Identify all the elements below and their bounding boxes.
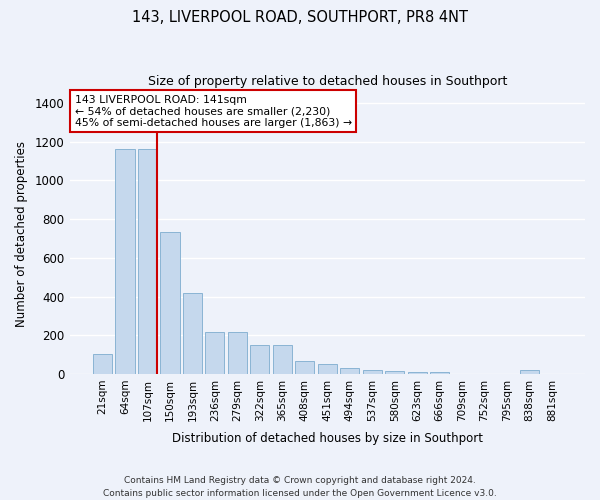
Bar [93, 354, 112, 374]
Bar [138, 150, 157, 374]
Bar [385, 371, 404, 374]
Bar [340, 368, 359, 374]
Bar [318, 364, 337, 374]
Bar [407, 372, 427, 374]
Title: Size of property relative to detached houses in Southport: Size of property relative to detached ho… [148, 75, 507, 88]
Bar [205, 332, 224, 374]
Bar [160, 232, 179, 374]
Text: 143 LIVERPOOL ROAD: 141sqm
← 54% of detached houses are smaller (2,230)
45% of s: 143 LIVERPOOL ROAD: 141sqm ← 54% of deta… [75, 94, 352, 128]
Bar [295, 360, 314, 374]
Bar [430, 372, 449, 374]
Bar [183, 292, 202, 374]
Text: Contains HM Land Registry data © Crown copyright and database right 2024.
Contai: Contains HM Land Registry data © Crown c… [103, 476, 497, 498]
Bar [362, 370, 382, 374]
Bar [115, 150, 134, 374]
Text: 143, LIVERPOOL ROAD, SOUTHPORT, PR8 4NT: 143, LIVERPOOL ROAD, SOUTHPORT, PR8 4NT [132, 10, 468, 25]
X-axis label: Distribution of detached houses by size in Southport: Distribution of detached houses by size … [172, 432, 483, 445]
Y-axis label: Number of detached properties: Number of detached properties [15, 140, 28, 326]
Bar [273, 346, 292, 374]
Bar [520, 370, 539, 374]
Bar [250, 346, 269, 374]
Bar [228, 332, 247, 374]
